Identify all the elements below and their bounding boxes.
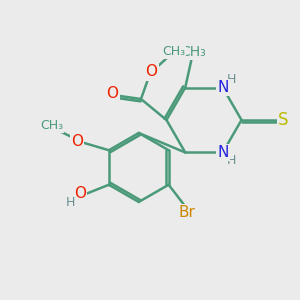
Text: O: O xyxy=(106,85,119,100)
Text: H: H xyxy=(66,196,76,208)
Text: H: H xyxy=(226,154,236,167)
Text: O: O xyxy=(146,64,158,80)
Text: Br: Br xyxy=(179,205,196,220)
Text: H: H xyxy=(226,73,236,85)
Text: CH₃: CH₃ xyxy=(40,119,63,132)
Text: CH₃: CH₃ xyxy=(180,45,206,59)
Text: CH₃: CH₃ xyxy=(162,44,185,58)
Text: O: O xyxy=(71,134,83,149)
Text: O: O xyxy=(74,186,86,201)
Text: N: N xyxy=(217,80,228,95)
Text: S: S xyxy=(278,111,289,129)
Text: N: N xyxy=(217,145,228,160)
